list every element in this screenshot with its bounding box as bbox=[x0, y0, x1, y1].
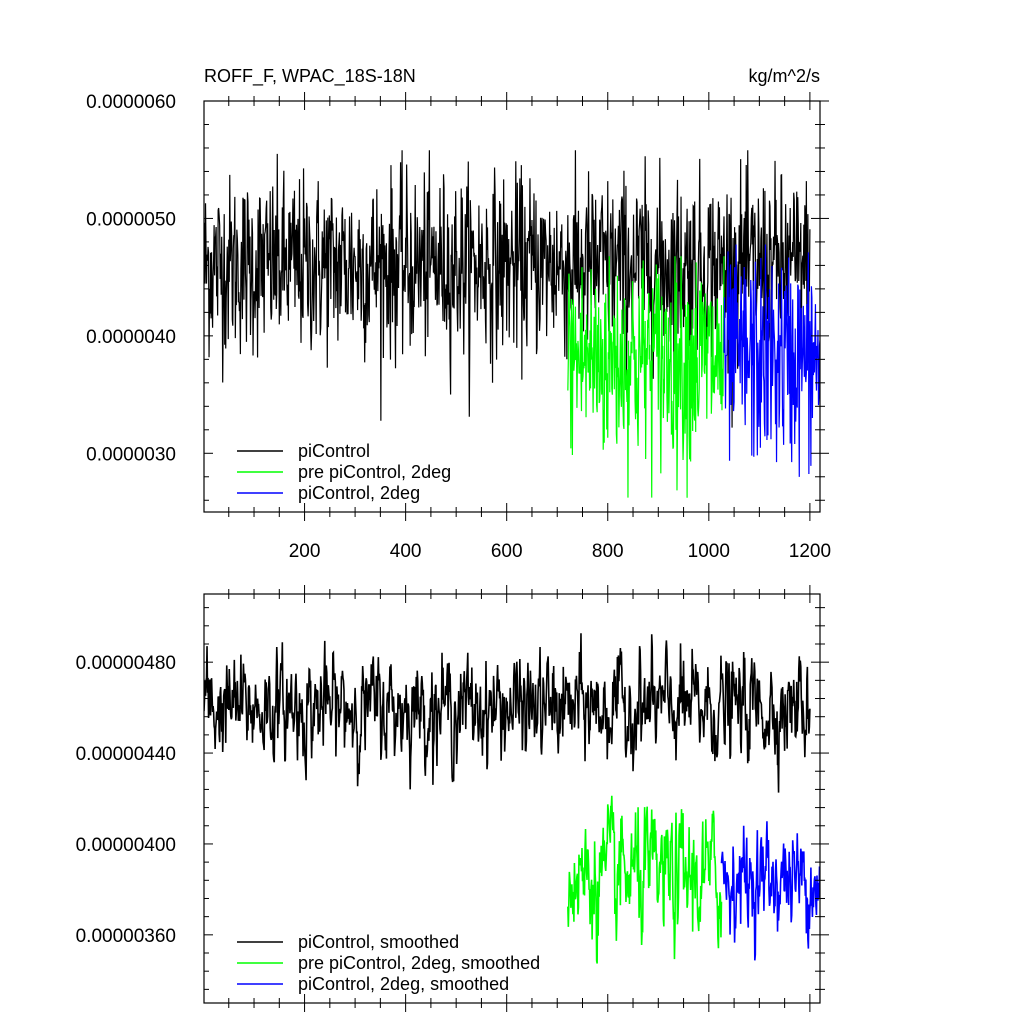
series-line-pre-picontrol-2deg bbox=[567, 256, 725, 498]
legend-label: piControl, 2deg, smoothed bbox=[298, 974, 509, 994]
x-tick-label: 600 bbox=[491, 541, 523, 562]
bottom-panel: 0.00000360 0.00000400 0.00000440 0.00000480… bbox=[76, 585, 829, 1012]
bottom-panel-series bbox=[204, 633, 820, 964]
y-tick-label: 0.0000050 bbox=[86, 209, 176, 230]
y-tick-label: 0.00000480 bbox=[76, 653, 176, 674]
series-line-picontrol bbox=[204, 150, 811, 428]
y-tick-label: 0.00000400 bbox=[76, 835, 176, 856]
top-panel-axes: 200 400 600 800 1000 1200 0.0000030 0.0000040 0.… bbox=[86, 92, 831, 562]
plot-frame bbox=[203, 100, 821, 513]
y-tick-label: 0.0000060 bbox=[86, 92, 176, 113]
plot-frame bbox=[203, 593, 821, 1004]
bottom-panel-axes: 0.00000360 0.00000400 0.00000440 0.00000480 bbox=[76, 585, 829, 1012]
y-tick-label: 0.0000040 bbox=[86, 327, 176, 348]
series-line-picontrol-smoothed bbox=[204, 633, 811, 793]
top-panel: ROFF_F, WPAC_18S-18N kg/m^2/s 200 400 600 8… bbox=[86, 66, 831, 562]
x-tick-label: 1000 bbox=[688, 541, 730, 562]
series-line-pre-picontrol-2deg-smoothed bbox=[567, 795, 723, 964]
legend-label: piControl, 2deg bbox=[298, 483, 420, 503]
legend-label: piControl, smoothed bbox=[298, 932, 459, 952]
y-tick-label: 0.00000440 bbox=[76, 744, 176, 765]
top-panel-title: ROFF_F, WPAC_18S-18N bbox=[204, 66, 416, 87]
legend-label: pre piControl, 2deg bbox=[298, 462, 451, 482]
series-line-picontrol-2deg bbox=[723, 244, 820, 477]
x-tick-label: 400 bbox=[390, 541, 422, 562]
y-tick-label: 0.0000030 bbox=[86, 444, 176, 465]
top-panel-units: kg/m^2/s bbox=[749, 66, 820, 86]
top-panel-series bbox=[204, 150, 820, 498]
y-tick-label: 0.00000360 bbox=[76, 926, 176, 947]
legend-label: pre piControl, 2deg, smoothed bbox=[298, 953, 540, 973]
x-tick-label: 800 bbox=[592, 541, 624, 562]
x-tick-label: 1200 bbox=[789, 541, 831, 562]
x-tick-label: 200 bbox=[289, 541, 321, 562]
series-line-picontrol-2deg-smoothed bbox=[720, 821, 820, 961]
legend-label: piControl bbox=[298, 441, 370, 461]
